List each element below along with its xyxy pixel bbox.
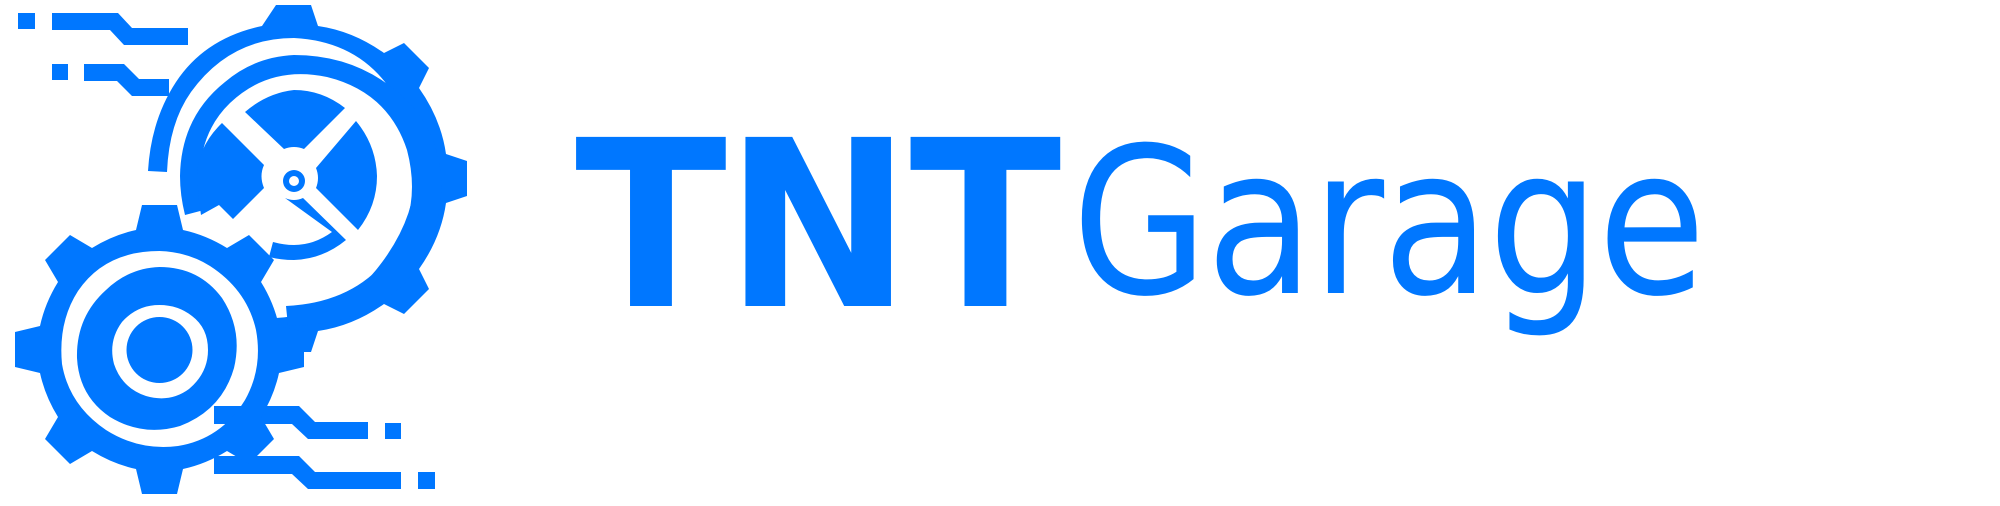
gear-center-blades xyxy=(197,90,377,260)
circuit-lines-top xyxy=(18,13,188,96)
gears-circuit-icon xyxy=(15,5,467,494)
wordmark: TNT Garage xyxy=(575,110,1807,410)
brand-name-bold: TNT xyxy=(575,91,1061,361)
brand-name-regular: Garage xyxy=(1071,105,1706,342)
